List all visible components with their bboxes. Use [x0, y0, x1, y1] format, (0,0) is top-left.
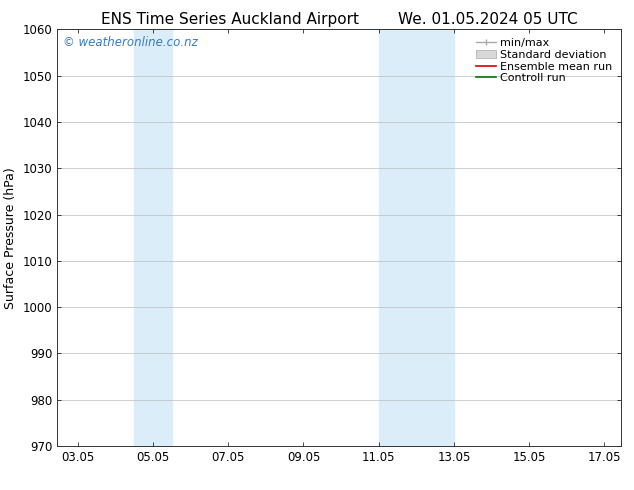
Legend: min/max, Standard deviation, Ensemble mean run, Controll run: min/max, Standard deviation, Ensemble me…: [472, 35, 616, 87]
Bar: [134, 29, 172, 446]
Y-axis label: Surface Pressure (hPa): Surface Pressure (hPa): [4, 167, 17, 309]
Bar: [378, 29, 454, 446]
Text: © weatheronline.co.nz: © weatheronline.co.nz: [63, 36, 197, 49]
Title: ENS Time Series Auckland Airport        We. 01.05.2024 05 UTC: ENS Time Series Auckland Airport We. 01.…: [101, 12, 578, 27]
